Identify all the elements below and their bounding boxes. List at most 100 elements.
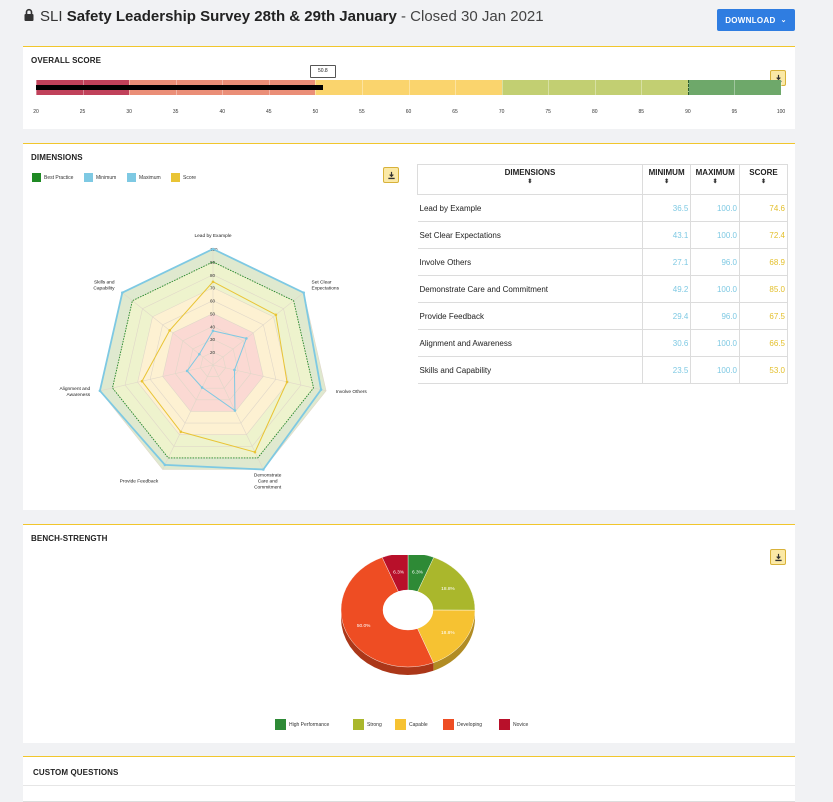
radar-point-maximum bbox=[302, 291, 305, 294]
col-score-header[interactable]: SCORE ⬍ bbox=[739, 164, 788, 195]
sort-icon[interactable]: ⬍ bbox=[664, 179, 670, 185]
dimension-name: Provide Feedback bbox=[417, 302, 643, 330]
divider bbox=[23, 785, 795, 786]
score-gridline bbox=[781, 80, 782, 95]
bench-legend-item[interactable]: Developing bbox=[443, 719, 482, 730]
tick-label: 90 bbox=[685, 109, 691, 115]
download-button[interactable]: DOWNLOAD ⌄ bbox=[717, 9, 795, 31]
minimum-value: 49.2 bbox=[641, 275, 691, 303]
legend-swatch bbox=[84, 173, 93, 182]
radar-axis-label: Commitment bbox=[254, 485, 282, 491]
radar-point-minimum bbox=[185, 369, 189, 373]
series-maximum bbox=[98, 248, 323, 471]
maximum-value: 100.0 bbox=[690, 275, 740, 303]
legend-label: Best Practice bbox=[44, 174, 74, 181]
radar-axis-label: Involve Others bbox=[336, 389, 368, 395]
legend-swatch bbox=[353, 719, 364, 730]
page-title: SLI Safety Leadership Survey 28th & 29th… bbox=[22, 8, 544, 25]
score-gridline bbox=[594, 80, 596, 95]
download-button-label: DOWNLOAD bbox=[725, 15, 776, 25]
sort-icon[interactable]: ⬍ bbox=[712, 179, 718, 185]
sort-icon[interactable]: ⬍ bbox=[527, 179, 533, 185]
tick-label: 30 bbox=[126, 109, 132, 115]
radar-point-maximum bbox=[121, 291, 124, 294]
radar-point-minimum bbox=[200, 386, 204, 389]
donut-slice-label: 18.8% bbox=[441, 586, 455, 592]
radar-point-score bbox=[179, 430, 183, 434]
donut-slice-label: 6.3% bbox=[412, 569, 424, 575]
minimum-value: 36.5 bbox=[641, 194, 691, 222]
radar-spoke bbox=[122, 292, 214, 366]
legend-swatch bbox=[171, 173, 180, 182]
radar-point-maximum bbox=[163, 463, 167, 467]
legend-swatch bbox=[443, 719, 454, 730]
overall-score-panel: OVERALL SCORE 20 25 30 35 40 45 50 55 60 65 70 75 80… bbox=[23, 46, 795, 129]
score-value: 66.5 bbox=[739, 329, 788, 357]
col-dimensions-header[interactable]: DIMENSIONS ⬍ bbox=[417, 164, 643, 195]
series-score bbox=[141, 281, 288, 453]
radar-spoke bbox=[212, 292, 304, 366]
radar-point-minimum bbox=[233, 368, 236, 372]
table-row: Alignment and Awareness 30.6 100.0 66.5 bbox=[417, 329, 788, 357]
custom-questions-title: CUSTOM QUESTIONS bbox=[33, 768, 119, 777]
bench-legend-item[interactable]: Novice bbox=[499, 719, 528, 730]
score-value: 72.4 bbox=[739, 221, 788, 249]
radar-axis-label: Care and bbox=[258, 479, 278, 485]
dimension-name: Alignment and Awareness bbox=[417, 329, 643, 357]
donut-slice-label: 6.3% bbox=[393, 569, 405, 575]
radar-point-score bbox=[168, 329, 171, 332]
dimensions-export-button[interactable] bbox=[383, 167, 399, 183]
legend-label: Minimum bbox=[96, 174, 117, 181]
legend-swatch bbox=[127, 173, 136, 182]
radar-ring-label: 70 bbox=[210, 286, 216, 291]
sort-icon[interactable]: ⬍ bbox=[760, 179, 767, 185]
tick-label: 35 bbox=[172, 109, 179, 115]
maximum-value: 100.0 bbox=[690, 221, 740, 249]
radar-axis-label: Demonstrate bbox=[254, 473, 282, 479]
radar-point-minimum bbox=[211, 329, 215, 333]
bench-export-button[interactable] bbox=[770, 549, 786, 565]
table-row: Lead by Example 36.5 100.0 74.6 bbox=[417, 194, 788, 222]
tick-label: 25 bbox=[79, 109, 86, 115]
page-header: SLI Safety Leadership Survey 28th & 29th… bbox=[22, 6, 797, 32]
radar-ring-label: 30 bbox=[210, 337, 216, 342]
legend-maximum[interactable]: Maximum bbox=[127, 173, 161, 182]
table-row: Set Clear Expectations 43.1 100.0 72.4 bbox=[417, 221, 788, 249]
radar-axis-label: Provide Feedback bbox=[120, 479, 159, 485]
bench-strength-title: BENCH-STRENGTH bbox=[31, 534, 108, 543]
maximum-value: 96.0 bbox=[690, 248, 740, 276]
series-best-practice bbox=[111, 261, 315, 459]
tick-label: 80 bbox=[591, 109, 598, 115]
download-icon bbox=[774, 553, 782, 561]
legend-minimum[interactable]: Minimum bbox=[84, 173, 116, 182]
col-minimum-header[interactable]: MINIMUM ⬍ bbox=[641, 164, 692, 195]
maximum-value: 96.0 bbox=[690, 302, 740, 330]
table-row: Involve Others 27.1 96.0 68.9 bbox=[417, 248, 788, 276]
legend-best-practice[interactable]: Best Practice bbox=[32, 173, 73, 182]
legend-swatch bbox=[395, 719, 406, 730]
bench-strength-donut-chart: 6.3% 18.8% 18.8% 50.0% 6.3% bbox=[340, 555, 476, 675]
score-gridline bbox=[408, 80, 410, 95]
radar-axis-label: Set Clear bbox=[312, 279, 332, 285]
score-band bbox=[501, 80, 688, 95]
radar-ring-label: 50 bbox=[210, 311, 216, 316]
col-maximum-header[interactable]: MAXIMUM ⬍ bbox=[690, 164, 741, 195]
radar-point-minimum bbox=[233, 409, 237, 412]
radar-gridline bbox=[162, 313, 264, 412]
bench-legend-item[interactable]: Strong bbox=[353, 719, 382, 730]
bench-legend-item[interactable]: Capable bbox=[395, 719, 428, 730]
radar-spoke bbox=[212, 364, 327, 392]
legend-swatch bbox=[499, 719, 510, 730]
radar-spoke bbox=[162, 364, 214, 470]
score-gridline bbox=[361, 80, 363, 95]
score-gridline bbox=[734, 80, 736, 95]
radar-gridline bbox=[187, 338, 239, 389]
donut-slice-side bbox=[433, 610, 475, 671]
overall-score-bar bbox=[36, 80, 782, 95]
score-value: 85.0 bbox=[739, 275, 788, 303]
tick-label: 85 bbox=[638, 109, 645, 115]
legend-label: Strong bbox=[367, 721, 382, 728]
bench-legend-item[interactable]: High Performance bbox=[275, 719, 329, 730]
legend-score[interactable]: Score bbox=[171, 173, 196, 182]
legend-label: Score bbox=[183, 174, 197, 181]
